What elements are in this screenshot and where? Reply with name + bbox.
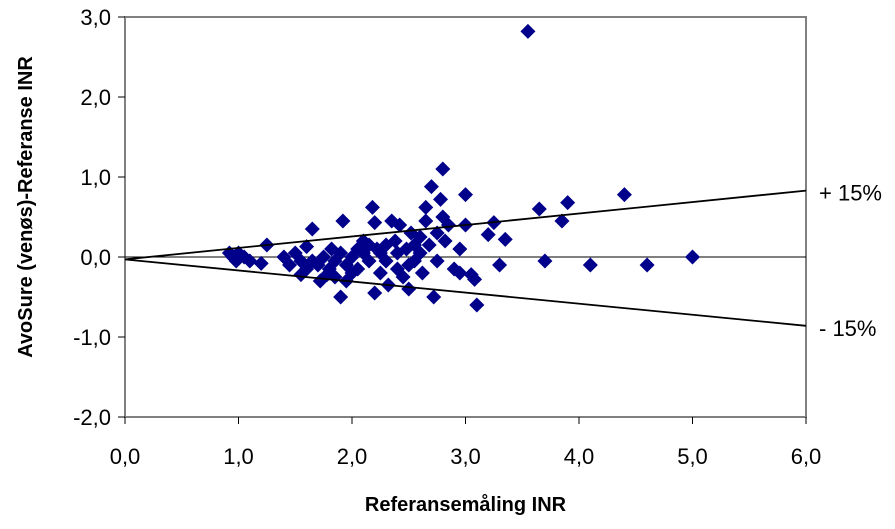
data-point bbox=[480, 227, 496, 243]
data-point bbox=[282, 257, 298, 273]
data-point bbox=[423, 179, 439, 195]
data-point bbox=[304, 221, 320, 237]
data-point bbox=[458, 187, 473, 203]
x-tick-label: 4,0 bbox=[564, 444, 595, 469]
data-point bbox=[685, 249, 700, 265]
data-point bbox=[412, 229, 428, 245]
data-point bbox=[378, 253, 394, 269]
x-axis-title: Referansemåling INR bbox=[365, 493, 567, 516]
data-point bbox=[537, 253, 553, 269]
data-point bbox=[435, 161, 451, 177]
data-point bbox=[433, 191, 449, 207]
data-point bbox=[333, 289, 349, 305]
plot-frame bbox=[124, 16, 807, 418]
limit-lines: + 15% - 15% bbox=[124, 181, 882, 341]
y-tick-label: 2,0 bbox=[80, 85, 111, 110]
x-tick-label: 2,0 bbox=[337, 444, 368, 469]
limit-line-label: - 15% bbox=[819, 316, 876, 341]
y-axis-title: AvoSure (venøs)-Referanse INR bbox=[15, 56, 37, 358]
data-point bbox=[429, 253, 445, 269]
data-point bbox=[401, 281, 417, 297]
data-point bbox=[361, 253, 377, 269]
data-point bbox=[367, 285, 383, 301]
y-tick-label: 0,0 bbox=[80, 245, 111, 270]
limit-line bbox=[124, 189, 807, 261]
data-point bbox=[426, 289, 442, 305]
plot-area bbox=[124, 16, 807, 418]
x-tick-label: 5,0 bbox=[677, 444, 708, 469]
data-point bbox=[350, 261, 366, 277]
x-tick-label: 0,0 bbox=[110, 444, 141, 469]
data-point bbox=[469, 297, 485, 313]
data-point bbox=[440, 217, 456, 233]
data-point bbox=[531, 201, 547, 217]
data-point bbox=[492, 257, 508, 273]
data-point bbox=[560, 195, 576, 211]
data-point bbox=[242, 253, 258, 269]
x-tick-label: 1,0 bbox=[223, 444, 254, 469]
data-point bbox=[299, 239, 315, 255]
y-axis: -2,0 -1,0 0,0 1,0 2,0 3,0 bbox=[73, 5, 125, 430]
data-points bbox=[221, 23, 700, 313]
data-point bbox=[554, 213, 570, 229]
data-point bbox=[582, 257, 598, 273]
data-point bbox=[335, 213, 351, 229]
x-axis: 0,0 1,0 2,0 3,0 4,0 5,0 6,0 bbox=[110, 417, 822, 469]
data-point bbox=[497, 231, 513, 247]
data-point bbox=[418, 199, 434, 215]
data-point bbox=[387, 233, 403, 249]
data-point bbox=[467, 271, 483, 287]
data-point bbox=[452, 241, 468, 257]
x-tick-label: 3,0 bbox=[450, 444, 481, 469]
data-point bbox=[333, 245, 349, 261]
data-point bbox=[372, 265, 388, 281]
data-point bbox=[639, 257, 655, 273]
data-point bbox=[364, 199, 380, 215]
data-point bbox=[367, 215, 383, 231]
data-point bbox=[316, 249, 332, 265]
data-point bbox=[253, 255, 269, 271]
limit-line-label: + 15% bbox=[819, 181, 882, 206]
data-point bbox=[414, 265, 430, 281]
y-tick-label: -2,0 bbox=[73, 405, 111, 430]
data-point bbox=[418, 213, 434, 229]
data-point bbox=[437, 233, 453, 249]
data-point bbox=[421, 237, 437, 253]
y-tick-label: 3,0 bbox=[80, 5, 111, 30]
y-tick-label: 1,0 bbox=[80, 165, 111, 190]
data-point bbox=[395, 269, 411, 285]
data-point bbox=[452, 265, 468, 281]
limit-line bbox=[124, 258, 807, 327]
y-tick-label: -1,0 bbox=[73, 325, 111, 350]
data-point bbox=[392, 217, 408, 233]
data-point bbox=[429, 225, 445, 241]
data-point bbox=[520, 23, 536, 39]
data-point bbox=[412, 245, 428, 261]
data-point bbox=[616, 187, 632, 203]
x-tick-label: 6,0 bbox=[791, 444, 822, 469]
